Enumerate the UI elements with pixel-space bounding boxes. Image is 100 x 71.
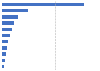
Bar <box>2 3 84 6</box>
Bar <box>2 28 12 31</box>
Bar <box>2 34 10 37</box>
Bar <box>2 46 7 50</box>
Bar <box>2 52 6 56</box>
Bar <box>2 15 18 19</box>
Bar <box>2 65 4 68</box>
Bar <box>2 9 28 12</box>
Bar <box>2 40 8 43</box>
Bar <box>2 59 5 62</box>
Bar <box>2 21 14 25</box>
